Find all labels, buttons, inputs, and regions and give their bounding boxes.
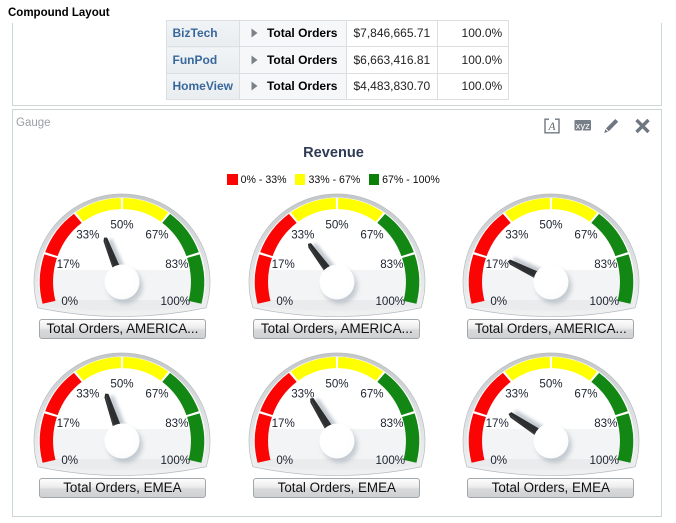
svg-text:xyz: xyz: [576, 121, 591, 132]
svg-text:A: A: [547, 121, 556, 133]
